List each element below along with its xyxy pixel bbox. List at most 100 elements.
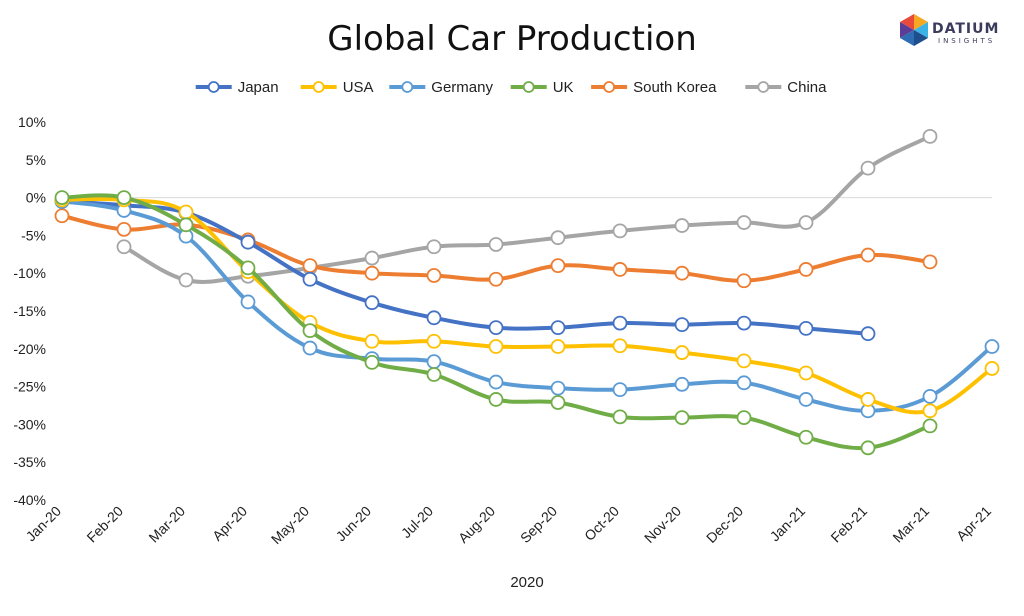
data-point-germany	[674, 376, 690, 392]
x-tick-label: Dec-20	[703, 503, 746, 546]
data-point-china	[798, 215, 814, 230]
data-point-uk	[674, 410, 690, 425]
data-point-china	[116, 239, 132, 255]
data-point-uk	[736, 410, 752, 425]
series-line-china	[122, 134, 932, 284]
x-tick-label: Jan-20	[23, 503, 65, 545]
data-point-china	[550, 230, 566, 246]
logo-mark-icon	[900, 22, 914, 38]
legend-label: Japan	[238, 79, 279, 96]
data-point-japan	[240, 234, 256, 250]
data-point-germany	[736, 375, 752, 391]
series-japan	[54, 193, 876, 342]
x-tick-label: May-20	[268, 503, 312, 547]
brand-sub: INSIGHTS	[938, 37, 995, 45]
data-point-japan	[302, 271, 318, 287]
x-tick-label: Feb-21	[827, 503, 870, 546]
data-point-china	[922, 128, 938, 144]
series-line-germany	[60, 199, 994, 413]
data-point-japan	[426, 310, 442, 326]
data-point-south-korea	[364, 265, 380, 281]
x-tick-label: Apr-21	[953, 503, 994, 544]
y-tick-label: -30%	[13, 416, 46, 432]
y-tick-label: 5%	[26, 152, 46, 168]
x-tick-label: Jun-20	[333, 503, 375, 545]
logo-mark-icon	[900, 30, 914, 46]
legend-label: Germany	[431, 79, 493, 96]
data-point-south-korea	[612, 262, 628, 277]
data-point-japan	[364, 295, 380, 311]
data-point-uk	[612, 409, 628, 425]
legend-item-south-korea: South Korea	[591, 79, 717, 96]
series-germany	[54, 193, 1000, 419]
legend: Japan USA Germany UK South Korea China	[195, 79, 827, 96]
series-lines	[54, 128, 1000, 456]
data-point-usa	[178, 204, 194, 220]
chart-title: Global Car Production	[327, 19, 697, 59]
data-point-japan	[798, 320, 814, 336]
data-point-usa	[550, 339, 566, 354]
data-point-uk	[178, 217, 194, 233]
data-point-south-korea	[488, 271, 504, 287]
data-point-china	[736, 215, 752, 230]
data-point-south-korea	[54, 208, 70, 224]
data-point-usa	[922, 403, 938, 419]
legend-label: South Korea	[633, 79, 717, 96]
data-point-south-korea	[860, 247, 876, 263]
x-tick-label: Feb-20	[83, 503, 126, 546]
legend-swatch-marker	[207, 81, 220, 93]
series-line-usa	[60, 196, 994, 415]
logo-mark-icon	[900, 14, 914, 30]
data-point-south-korea	[116, 221, 132, 237]
x-tick-label: Jan-21	[767, 503, 809, 545]
data-point-usa	[364, 333, 380, 349]
data-point-germany	[922, 389, 938, 404]
x-axis-label: 2020	[510, 574, 543, 591]
logo-mark-icon	[914, 14, 928, 30]
legend-swatch-marker	[312, 81, 325, 93]
legend-item-usa: USA	[300, 79, 374, 96]
legend-item-china: China	[745, 79, 827, 96]
data-point-usa	[488, 339, 504, 354]
x-tick-label: Oct-20	[581, 503, 622, 544]
legend-swatch-marker	[522, 81, 535, 93]
data-point-uk	[364, 355, 380, 370]
y-tick-label: -20%	[13, 341, 46, 357]
data-point-japan	[736, 315, 752, 331]
logo-mark-icon	[914, 22, 928, 38]
data-point-usa	[798, 365, 814, 381]
data-point-south-korea	[302, 258, 318, 274]
data-point-south-korea	[922, 254, 938, 270]
y-tick-label: -5%	[21, 227, 46, 243]
x-tick-label: Mar-20	[145, 503, 188, 546]
y-tick-label: -15%	[13, 303, 46, 319]
data-point-uk	[488, 392, 504, 407]
data-point-germany	[984, 339, 1000, 354]
data-point-china	[364, 250, 380, 266]
series-uk	[54, 190, 938, 456]
data-point-south-korea	[798, 262, 814, 277]
x-tick-label: Sep-20	[517, 503, 560, 546]
x-axis: Jan-20 Feb-20 Mar-20 Apr-20 May-20 Jun-20 Jul-…	[23, 503, 995, 547]
data-point-usa	[674, 345, 690, 360]
data-point-china	[426, 239, 442, 255]
data-point-south-korea	[426, 268, 442, 283]
x-tick-label: Aug-20	[455, 503, 498, 546]
data-point-uk	[922, 418, 938, 434]
data-point-china	[612, 223, 628, 239]
data-point-south-korea	[674, 265, 690, 281]
x-tick-label: Jul-20	[398, 503, 436, 541]
legend-swatch-marker	[603, 81, 615, 93]
y-axis: 10% 5% 0% -5% -10% -15% -20% -25% -30% -35% -40%	[13, 114, 46, 508]
data-point-uk	[116, 190, 132, 206]
data-point-china	[674, 218, 690, 233]
brand-logo: DATIUM INSIGHTS	[900, 14, 998, 46]
logo-mark-icon	[914, 30, 928, 46]
y-tick-label: 10%	[18, 114, 46, 130]
data-point-china	[488, 237, 504, 252]
legend-swatch-marker	[757, 81, 770, 93]
x-tick-label: Nov-20	[641, 503, 684, 546]
data-point-usa	[984, 361, 1000, 376]
data-point-usa	[426, 333, 442, 349]
